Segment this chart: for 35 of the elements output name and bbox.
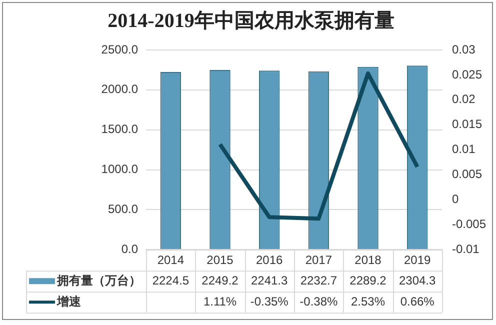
y-tick-label: 1500.0 xyxy=(101,122,138,136)
legend-label: 增速 xyxy=(56,294,82,308)
y2-tick-label: 0.03 xyxy=(452,42,476,56)
data-label: 2232.7 xyxy=(300,273,338,288)
y2-tick-label: -0.005 xyxy=(452,216,486,231)
data-label: -0.35% xyxy=(250,294,289,308)
x-tick-label: 2018 xyxy=(354,253,382,268)
data-label: 2224.5 xyxy=(152,273,190,288)
x-tick-label: 2014 xyxy=(157,253,184,268)
y-tick-label: 2500.0 xyxy=(101,42,138,56)
y-tick-label: 500.0 xyxy=(108,202,138,216)
data-label: 2.53% xyxy=(350,294,386,308)
data-label: 0.66% xyxy=(400,294,435,308)
y-tick-label: 0.0 xyxy=(121,242,138,256)
y2-tick-label: -0.01 xyxy=(452,242,480,256)
x-tick-label: 2019 xyxy=(404,253,432,268)
data-label: 2289.2 xyxy=(350,273,387,288)
x-tick-label: 2015 xyxy=(206,253,234,268)
chart-title: 2014-2019年中国农用水泵拥有量 xyxy=(108,10,394,32)
y2-tick-label: 0.005 xyxy=(452,167,482,182)
legend-label: 拥有量（万台） xyxy=(56,273,141,288)
x-tick-label: 2016 xyxy=(256,253,284,268)
y2-tick-label: 0.015 xyxy=(452,117,482,132)
x-tick-label: 2017 xyxy=(305,253,332,268)
y-tick-label: 1000.0 xyxy=(101,162,138,176)
y2-tick-label: 0 xyxy=(452,192,459,206)
data-label: -0.38% xyxy=(300,294,338,308)
data-label: 2304.3 xyxy=(398,273,436,288)
data-label: 2249.2 xyxy=(202,273,239,288)
y2-tick-label: 0.01 xyxy=(452,142,476,156)
y-tick-label: 2000.0 xyxy=(101,82,138,96)
data-label: 1.11% xyxy=(203,294,237,308)
y2-tick-label: 0.02 xyxy=(452,92,476,106)
data-label: 2241.3 xyxy=(250,273,288,288)
y2-tick-label: 0.025 xyxy=(452,67,482,82)
